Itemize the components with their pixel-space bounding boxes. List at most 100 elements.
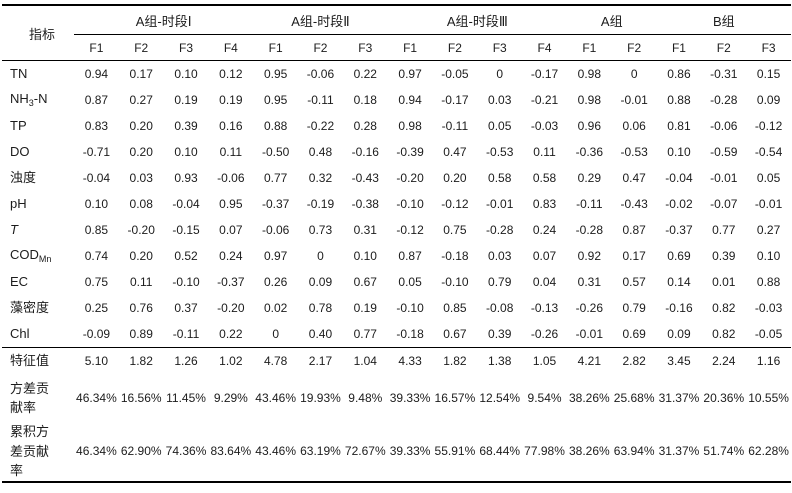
cell: 0.52 <box>174 249 198 263</box>
cell: 9.29% <box>213 391 248 405</box>
factor-header: F3 <box>746 34 791 61</box>
cell: -0.31 <box>710 67 738 81</box>
cell: 9.54% <box>527 391 562 405</box>
cell: -0.16 <box>351 145 379 159</box>
group-header: A组 <box>566 5 657 35</box>
cell: -0.15 <box>172 223 200 237</box>
cell: 1.05 <box>522 347 567 374</box>
cell: 0.12 <box>219 67 243 81</box>
cell: 0.10 <box>353 249 377 263</box>
cell: -0.05 <box>441 67 469 81</box>
cell: 0.07 <box>532 249 557 263</box>
row-label: CODMn <box>2 243 74 269</box>
cell: 1.04 <box>342 347 388 374</box>
cell: 0.95 <box>219 197 243 211</box>
cell: -0.03 <box>754 301 783 315</box>
cell: 0.22 <box>219 327 243 341</box>
factor-header: F1 <box>253 34 299 61</box>
cell: 0.37 <box>174 301 198 315</box>
cell: -0.05 <box>754 327 783 341</box>
cell: 1.16 <box>746 347 791 374</box>
cell: 0.67 <box>353 275 377 289</box>
cell: 0.89 <box>129 327 153 341</box>
cell: -0.38 <box>351 197 379 211</box>
cell: 55.91% <box>434 444 476 459</box>
cell: 0.69 <box>622 327 646 341</box>
cell: 72.67% <box>344 444 386 459</box>
cell: 38.26% <box>568 444 610 459</box>
cell: 0.82 <box>712 327 736 341</box>
cell: -0.36 <box>575 145 604 159</box>
cell: 0.87 <box>84 93 109 107</box>
cell: 2.82 <box>611 347 657 374</box>
cell: -0.02 <box>665 197 693 211</box>
cell: 0.15 <box>756 67 781 81</box>
cell: 0.75 <box>84 275 109 289</box>
cell: 0 <box>272 327 279 341</box>
cell: -0.01 <box>486 197 514 211</box>
table-body: TN 0.94 0.17 0.10 0.12 0.95 -0.06 0.22 0.97 -0.05… <box>2 61 791 482</box>
cell: 0.40 <box>308 327 333 341</box>
factor-header: F3 <box>477 34 523 61</box>
cell: -0.04 <box>665 171 693 185</box>
cell: 0.17 <box>129 67 153 81</box>
cell: 0.10 <box>174 67 198 81</box>
cell: -0.06 <box>306 67 335 81</box>
row-label-part: -N <box>33 91 48 107</box>
factor-header: F3 <box>342 34 388 61</box>
row-label-part: TN <box>10 66 28 82</box>
cell: -0.21 <box>530 93 559 107</box>
cell: 0.19 <box>353 301 377 315</box>
cell: 0.67 <box>443 327 467 341</box>
cell: -0.16 <box>665 301 693 315</box>
cell: -0.54 <box>754 145 783 159</box>
cell: 0.82 <box>712 301 736 315</box>
group-header: B组 <box>656 5 791 35</box>
row-label-part: 浊度 <box>10 170 37 186</box>
cell: 19.93% <box>300 391 341 405</box>
cell: 0.77 <box>263 171 288 185</box>
group-header: A组-时段Ⅲ <box>387 5 567 35</box>
row-label-part: pH <box>10 196 27 212</box>
cell: 25.68% <box>613 391 655 405</box>
row-label: pH <box>2 191 74 217</box>
cell: 10.55% <box>748 391 789 405</box>
cell: -0.53 <box>486 145 514 159</box>
cell: 39.33% <box>389 444 431 459</box>
row-label: T <box>2 217 74 243</box>
cell: 43.46% <box>255 444 296 459</box>
factor-header: F2 <box>118 34 164 61</box>
cell: 0.10 <box>667 145 691 159</box>
cell: 0.03 <box>488 249 512 263</box>
cell: 0.09 <box>756 93 781 107</box>
cell: 0.95 <box>263 93 288 107</box>
cell: 38.26% <box>568 391 610 405</box>
cell: 0.10 <box>756 249 781 263</box>
cell: 0.98 <box>577 67 602 81</box>
cell: 1.82 <box>118 347 164 374</box>
cell: 0.94 <box>398 93 422 107</box>
cell: 0.24 <box>532 223 557 237</box>
cell: 2.24 <box>701 347 747 374</box>
cell: 0.09 <box>667 327 691 341</box>
cell: 0.07 <box>219 223 243 237</box>
cell: 0.77 <box>353 327 377 341</box>
cell: -0.43 <box>620 197 648 211</box>
cell: -0.43 <box>351 171 379 185</box>
cell: 0.20 <box>443 171 467 185</box>
cell: 0 <box>317 249 324 263</box>
cell: 4.21 <box>566 347 612 374</box>
cell: 0.88 <box>263 119 288 133</box>
row-label: 藻密度 <box>2 295 74 321</box>
cell: 1.26 <box>163 347 209 374</box>
cell: 0.17 <box>622 249 646 263</box>
cell: 0.75 <box>443 223 467 237</box>
cell: 0.97 <box>263 249 288 263</box>
cell: 0.47 <box>443 145 467 159</box>
cell: -0.37 <box>261 197 290 211</box>
cell: -0.09 <box>82 327 111 341</box>
cell: 46.34% <box>76 444 117 459</box>
cell: -0.39 <box>396 145 424 159</box>
row-label: 累积方差贡献率 <box>2 422 74 482</box>
cell: 0.11 <box>533 145 556 159</box>
